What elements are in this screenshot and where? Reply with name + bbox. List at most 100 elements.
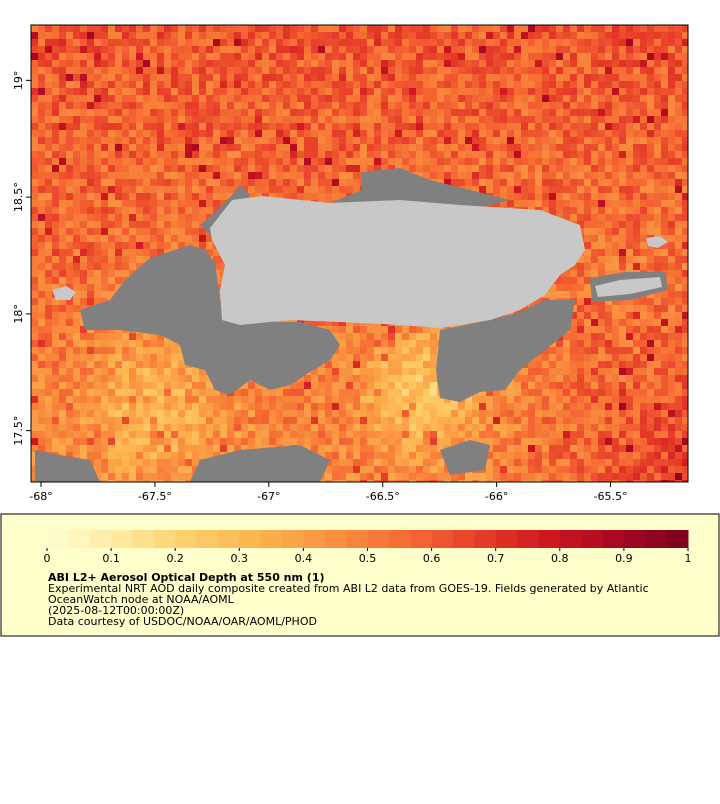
raster-cell — [626, 109, 633, 116]
raster-cell — [577, 60, 584, 67]
raster-cell — [458, 165, 465, 172]
raster-cell — [570, 60, 577, 67]
raster-cell — [444, 137, 451, 144]
raster-cell — [472, 60, 479, 67]
raster-cell — [45, 130, 52, 137]
raster-cell — [332, 88, 339, 95]
raster-cell — [136, 81, 143, 88]
raster-cell — [542, 109, 549, 116]
raster-cell — [500, 109, 507, 116]
raster-cell — [402, 46, 409, 53]
raster-cell — [598, 60, 605, 67]
raster-cell — [661, 326, 668, 333]
raster-cell — [178, 235, 185, 242]
raster-cell — [87, 130, 94, 137]
raster-cell — [192, 53, 199, 60]
raster-cell — [318, 32, 325, 39]
raster-cell — [542, 74, 549, 81]
raster-cell — [416, 340, 423, 347]
raster-cell — [318, 25, 325, 32]
raster-cell — [367, 158, 374, 165]
raster-cell — [290, 158, 297, 165]
raster-cell — [304, 186, 311, 193]
raster-cell — [605, 368, 612, 375]
raster-cell — [339, 60, 346, 67]
raster-cell — [143, 88, 150, 95]
raster-cell — [255, 137, 262, 144]
raster-cell — [80, 214, 87, 221]
raster-cell — [178, 81, 185, 88]
raster-cell — [654, 172, 661, 179]
raster-cell — [108, 221, 115, 228]
raster-cell — [535, 298, 542, 305]
raster-cell — [31, 382, 38, 389]
raster-cell — [304, 179, 311, 186]
raster-cell — [521, 81, 528, 88]
raster-cell — [626, 228, 633, 235]
raster-cell — [640, 228, 647, 235]
raster-cell — [388, 123, 395, 130]
raster-cell — [381, 382, 388, 389]
raster-cell — [213, 130, 220, 137]
raster-cell — [234, 46, 241, 53]
raster-cell — [500, 193, 507, 200]
raster-cell — [185, 144, 192, 151]
raster-cell — [556, 39, 563, 46]
raster-cell — [129, 88, 136, 95]
raster-cell — [612, 340, 619, 347]
raster-cell — [255, 158, 262, 165]
raster-cell — [514, 116, 521, 123]
raster-cell — [241, 102, 248, 109]
raster-cell — [493, 60, 500, 67]
raster-cell — [59, 158, 66, 165]
raster-cell — [563, 88, 570, 95]
raster-cell — [458, 144, 465, 151]
raster-cell — [199, 179, 206, 186]
raster-cell — [682, 88, 688, 95]
raster-cell — [108, 67, 115, 74]
raster-cell — [192, 179, 199, 186]
raster-cell — [164, 116, 171, 123]
raster-cell — [178, 389, 185, 396]
raster-cell — [227, 102, 234, 109]
raster-cell — [535, 165, 542, 172]
raster-cell — [213, 172, 220, 179]
raster-cell — [514, 74, 521, 81]
raster-cell — [94, 200, 101, 207]
raster-cell — [94, 130, 101, 137]
raster-cell — [73, 25, 80, 32]
raster-cell — [52, 109, 59, 116]
raster-cell — [661, 165, 668, 172]
raster-cell — [661, 312, 668, 319]
raster-cell — [661, 60, 668, 67]
raster-cell — [437, 60, 444, 67]
raster-cell — [164, 25, 171, 32]
raster-cell — [423, 67, 430, 74]
raster-cell — [150, 158, 157, 165]
raster-cell — [66, 298, 73, 305]
raster-cell — [619, 242, 626, 249]
raster-cell — [612, 95, 619, 102]
raster-cell — [353, 60, 360, 67]
raster-cell — [185, 193, 192, 200]
raster-cell — [542, 207, 549, 214]
raster-cell — [311, 130, 318, 137]
raster-cell — [626, 200, 633, 207]
raster-cell — [395, 382, 402, 389]
raster-cell — [633, 151, 640, 158]
raster-cell — [101, 46, 108, 53]
raster-cell — [577, 326, 584, 333]
raster-cell — [157, 235, 164, 242]
raster-cell — [80, 81, 87, 88]
raster-cell — [143, 347, 150, 354]
raster-cell — [381, 354, 388, 361]
raster-cell — [598, 25, 605, 32]
raster-cell — [465, 53, 472, 60]
raster-cell — [164, 32, 171, 39]
raster-cell — [269, 186, 276, 193]
raster-cell — [73, 242, 80, 249]
raster-cell — [598, 123, 605, 130]
raster-cell — [52, 305, 59, 312]
raster-cell — [38, 221, 45, 228]
raster-cell — [381, 60, 388, 67]
